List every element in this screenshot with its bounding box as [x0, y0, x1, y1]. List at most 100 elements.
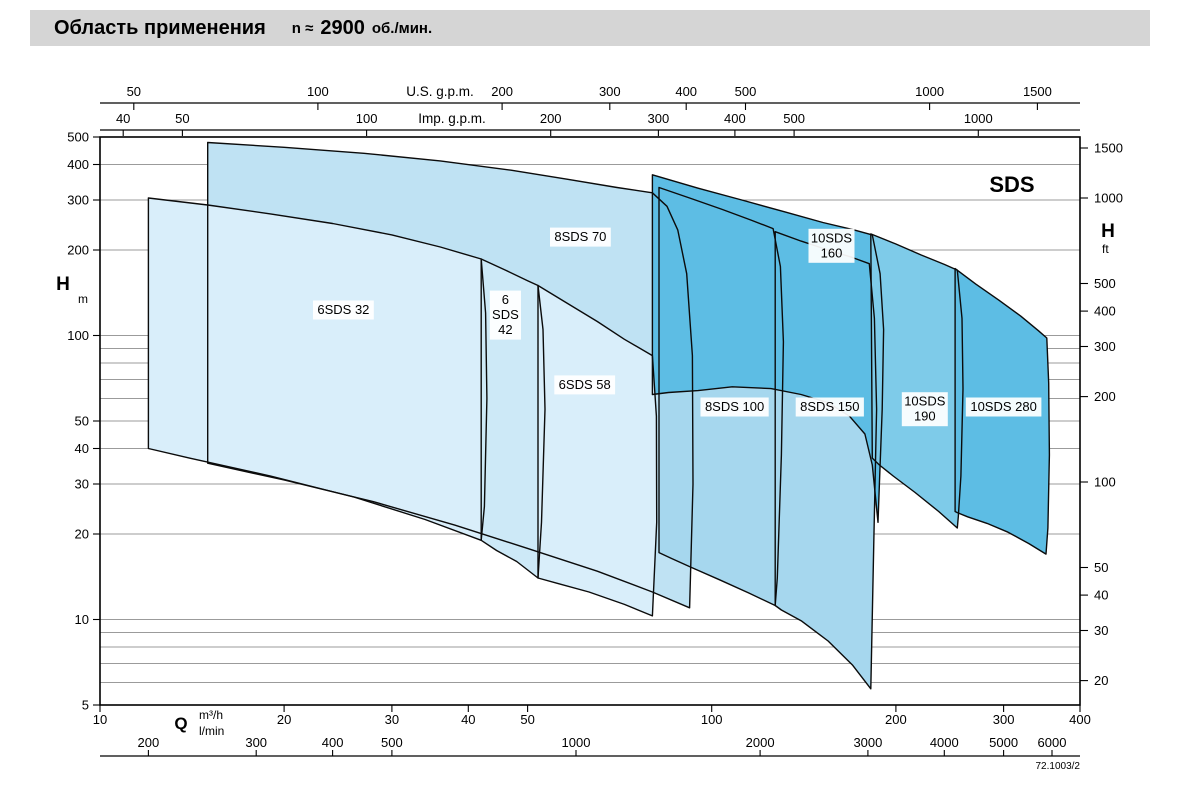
us-gpm-tick-label: 400: [675, 84, 697, 99]
us-gpm-tick-label: 50: [127, 84, 141, 99]
region-label-10sds-280: 10SDS 280: [970, 399, 1037, 414]
imp-gpm-tick-label: 50: [175, 111, 189, 126]
region-outline-10sds-280: [954, 267, 1051, 555]
right-tick-label: 500: [1094, 276, 1116, 291]
doc-code: 72.1003/2: [1036, 761, 1081, 772]
us-gpm-title: U.S. g.p.m.: [406, 84, 474, 99]
imp-gpm-title: Imp. g.p.m.: [418, 111, 486, 126]
left-tick-label: 400: [67, 157, 89, 172]
region-label-box: [554, 375, 616, 395]
right-tick-label: 200: [1094, 389, 1116, 404]
left-tick-label: 50: [75, 414, 89, 429]
imp-gpm-tick-label: 100: [356, 111, 378, 126]
right-tick-label: 1000: [1094, 191, 1123, 206]
region-10sds-190: [870, 233, 963, 528]
region-label-6sds-32: 6SDS 32: [317, 302, 369, 317]
region-label-8sds-150: 8SDS 150: [800, 399, 859, 414]
imp-gpm-tick-label: 1000: [964, 111, 993, 126]
imp-gpm-tick-label: 40: [116, 111, 130, 126]
left-tick-label: 5: [82, 698, 89, 713]
us-gpm-tick-label: 1500: [1023, 84, 1052, 99]
m3h-tick-label: 400: [1069, 712, 1091, 727]
region-label-8sds-100: 8SDS 100: [705, 399, 764, 414]
region-outline-6sds-32: [147, 197, 488, 541]
region-outline-10sds-160: [651, 174, 885, 523]
q-axis-title: Q: [174, 714, 187, 733]
lmin-tick-label: 2000: [746, 735, 775, 750]
us-gpm-tick-label: 1000: [915, 84, 944, 99]
lmin-tick-label: 1000: [562, 735, 591, 750]
right-tick-label: 1500: [1094, 141, 1123, 156]
region-label-6sds-58: 6SDS 58: [559, 377, 611, 392]
region-label-6sds-42: 6 SDS 42: [492, 292, 519, 337]
left-tick-label: 100: [67, 328, 89, 343]
right-tick-label: 100: [1094, 475, 1116, 490]
us-gpm-tick-label: 300: [599, 84, 621, 99]
region-label-box: [700, 397, 769, 417]
region-6sds-58: [538, 285, 657, 616]
speed-prefix: n ≈: [291, 19, 314, 37]
lmin-tick-label: 500: [381, 735, 403, 750]
lmin-tick-label: 6000: [1038, 735, 1067, 750]
left-axis-unit: m: [78, 292, 88, 306]
right-axis-title: H: [1101, 221, 1115, 242]
region-label-box: [965, 397, 1042, 417]
us-gpm-tick-label: 200: [491, 84, 513, 99]
right-tick-label: 40: [1094, 588, 1108, 603]
region-outline-8sds-70: [206, 141, 694, 609]
lmin-tick-label: 5000: [989, 735, 1018, 750]
lmin-unit-label: l/min: [199, 724, 224, 738]
page-title: Область применения: [54, 16, 266, 39]
m3h-tick-label: 300: [993, 712, 1015, 727]
left-tick-label: 20: [75, 527, 89, 542]
m3h-tick-label: 30: [385, 712, 399, 727]
left-tick-label: 200: [67, 243, 89, 258]
imp-gpm-tick-label: 200: [540, 111, 562, 126]
us-gpm-tick-label: 100: [307, 84, 329, 99]
right-tick-label: 300: [1094, 339, 1116, 354]
left-tick-label: 40: [75, 441, 89, 456]
region-label-box: [808, 228, 855, 263]
region-label-box: [795, 397, 864, 417]
region-outline-6sds-58: [537, 284, 658, 617]
m3h-tick-label: 10: [93, 712, 107, 727]
region-label-10sds-160: 10SDS 160: [811, 230, 853, 260]
imp-gpm-tick-label: 500: [783, 111, 805, 126]
series-label: SDS: [989, 172, 1034, 197]
right-tick-label: 30: [1094, 623, 1108, 638]
region-6sds-32: [148, 198, 487, 541]
m3h-tick-label: 20: [277, 712, 291, 727]
m3h-tick-label: 40: [461, 712, 475, 727]
region-label-box: [313, 300, 374, 320]
imp-gpm-tick-label: 300: [648, 111, 670, 126]
left-axis-title: H: [56, 274, 70, 295]
imp-gpm-tick-label: 400: [724, 111, 746, 126]
lmin-tick-label: 200: [138, 735, 160, 750]
region-label-8sds-70: 8SDS 70: [554, 229, 606, 244]
region-outline-6sds-42: [480, 258, 546, 579]
right-tick-label: 50: [1094, 560, 1108, 575]
speed-unit: об./мин.: [371, 19, 433, 37]
region-outline-10sds-190: [870, 233, 964, 529]
left-tick-label: 30: [75, 477, 89, 492]
m3h-tick-label: 100: [701, 712, 723, 727]
region-outline-8sds-100: [658, 186, 785, 607]
region-label-10sds-190: 10SDS 190: [904, 394, 946, 424]
left-tick-label: 10: [75, 612, 89, 627]
m3h-tick-label: 200: [885, 712, 907, 727]
right-tick-label: 20: [1094, 673, 1108, 688]
lmin-tick-label: 400: [322, 735, 344, 750]
left-tick-label: 500: [67, 130, 89, 145]
lmin-tick-label: 3000: [853, 735, 882, 750]
lmin-tick-label: 4000: [930, 735, 959, 750]
m3h-tick-label: 50: [520, 712, 534, 727]
right-axis-unit: ft: [1102, 242, 1109, 256]
speed-value: 2900: [320, 16, 365, 39]
m3h-unit-label: m³/h: [199, 708, 223, 722]
region-label-box: [901, 392, 948, 427]
region-label-box: [550, 227, 611, 247]
left-tick-label: 300: [67, 193, 89, 208]
region-label-box: [489, 290, 521, 340]
